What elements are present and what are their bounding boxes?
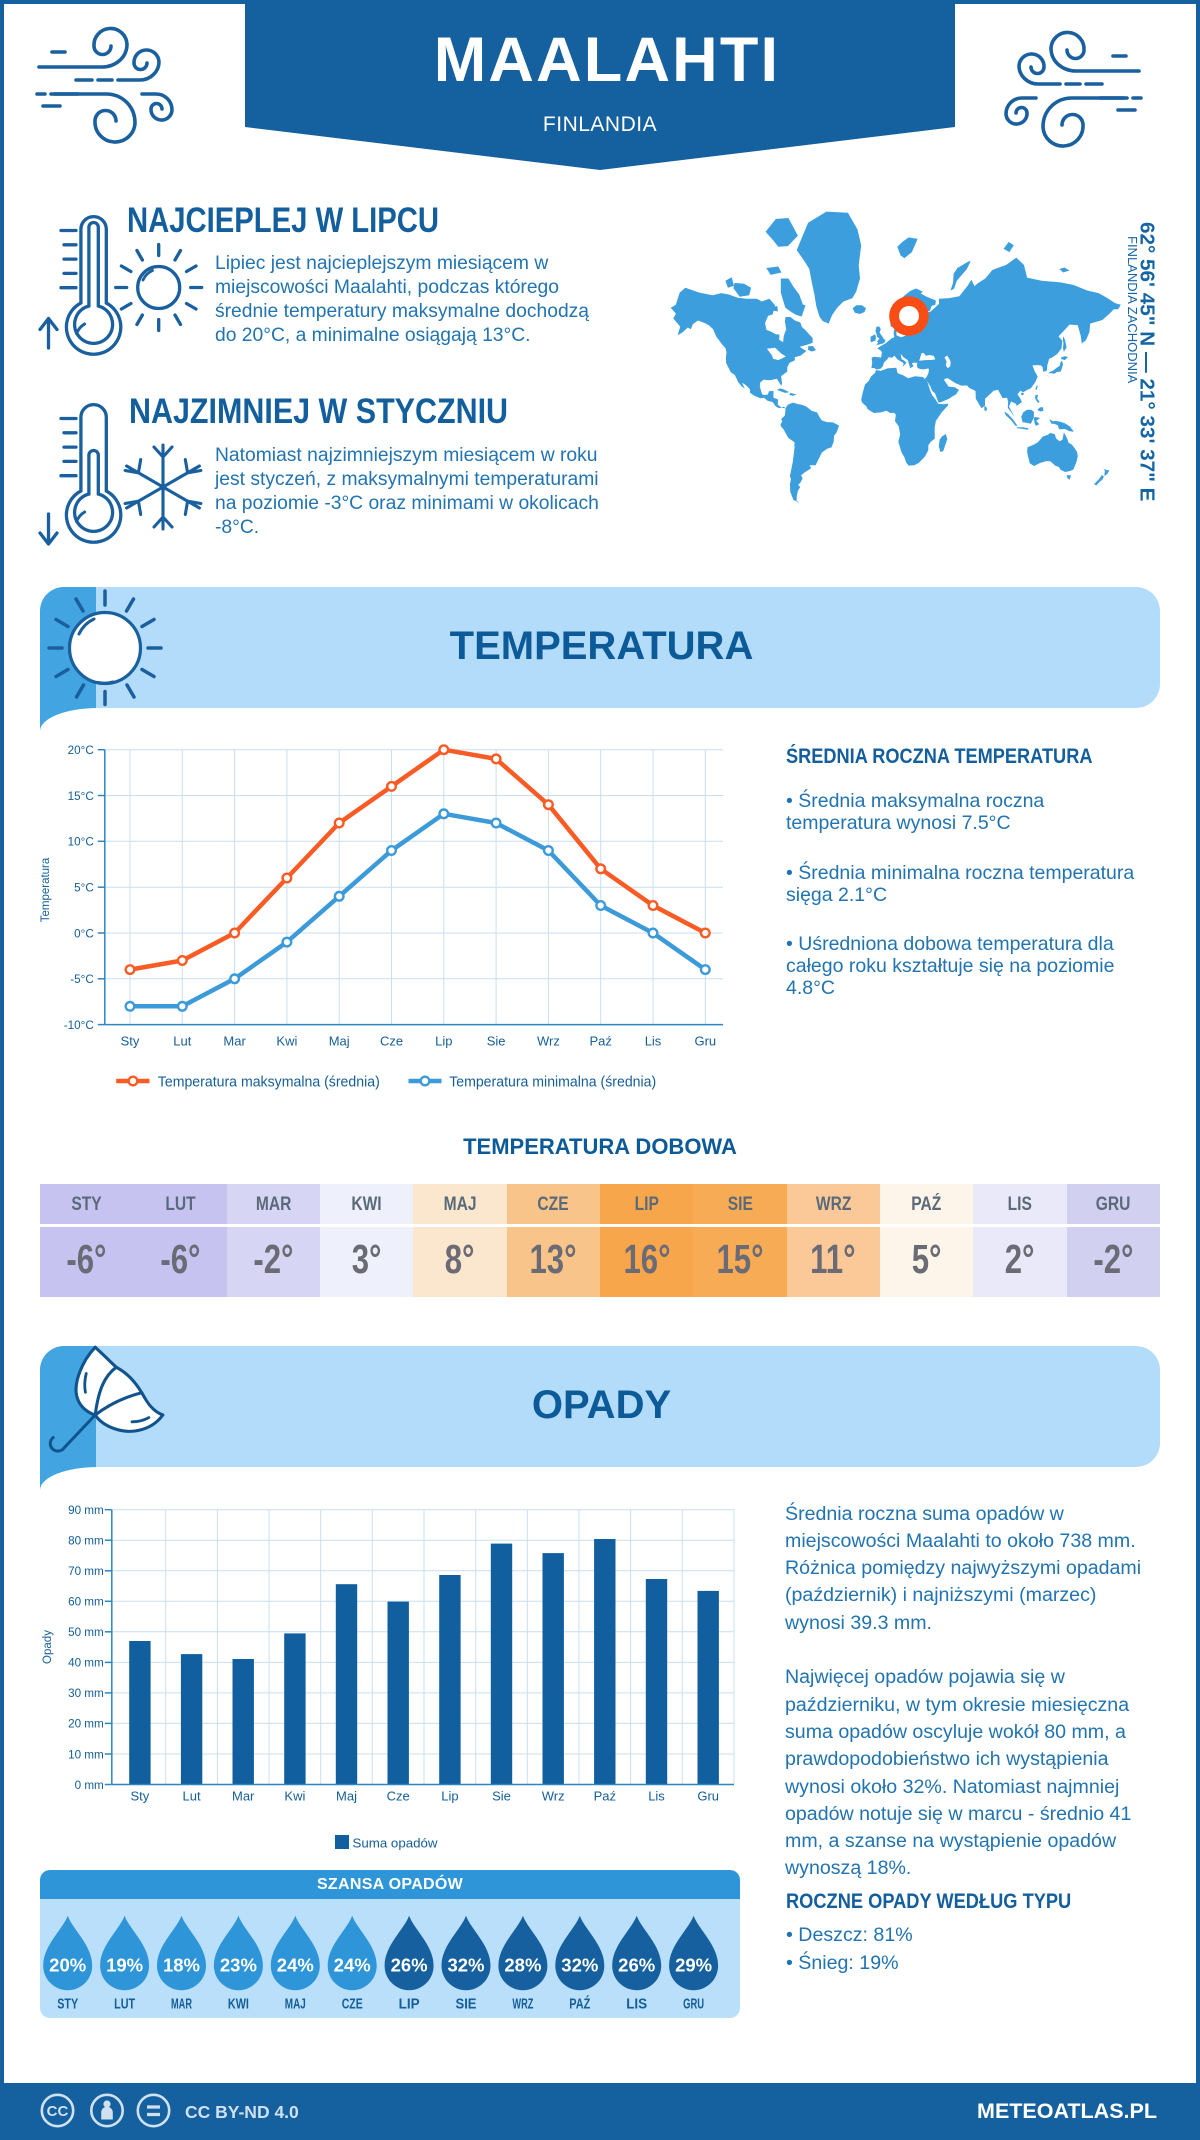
- svg-text:Wrz: Wrz: [537, 1034, 560, 1049]
- svg-text:Opady: Opady: [42, 1630, 54, 1664]
- svg-text:Mar: Mar: [232, 1789, 255, 1804]
- svg-text:Suma opadów: Suma opadów: [353, 1836, 438, 1851]
- svg-text:Lip: Lip: [435, 1034, 452, 1049]
- svg-text:Sie: Sie: [492, 1789, 511, 1804]
- svg-text:MAJ: MAJ: [285, 1997, 306, 2013]
- svg-text:24%: 24%: [334, 1955, 371, 1976]
- svg-text:Gru: Gru: [694, 1034, 716, 1049]
- svg-text:-10°C: -10°C: [64, 1019, 94, 1032]
- svg-text:CC: CC: [47, 2103, 69, 2120]
- svg-text:Temperatura maksymalna (średni: Temperatura maksymalna (średnia): [158, 1075, 380, 1091]
- svg-text:28%: 28%: [504, 1955, 541, 1976]
- svg-text:10°C: 10°C: [68, 836, 94, 849]
- svg-text:10 mm: 10 mm: [68, 1748, 104, 1761]
- svg-text:24%: 24%: [277, 1955, 314, 1976]
- svg-text:70 mm: 70 mm: [68, 1565, 104, 1578]
- svg-text:20%: 20%: [49, 1955, 86, 1976]
- svg-text:90 mm: 90 mm: [68, 1504, 104, 1517]
- svg-text:0°C: 0°C: [74, 927, 94, 940]
- svg-text:32%: 32%: [447, 1955, 484, 1976]
- svg-text:Paź: Paź: [594, 1789, 616, 1804]
- svg-text:Temperatura: Temperatura: [40, 857, 52, 922]
- svg-text:Sty: Sty: [121, 1034, 140, 1049]
- svg-text:23%: 23%: [220, 1955, 257, 1976]
- svg-text:CZE: CZE: [342, 1997, 363, 2013]
- svg-text:Temperatura minimalna (średnia: Temperatura minimalna (średnia): [449, 1075, 656, 1091]
- svg-text:50 mm: 50 mm: [68, 1626, 104, 1639]
- svg-text:5°C: 5°C: [74, 882, 94, 895]
- svg-text:Wrz: Wrz: [542, 1789, 565, 1804]
- svg-text:40 mm: 40 mm: [68, 1657, 104, 1670]
- svg-text:20°C: 20°C: [68, 744, 94, 757]
- svg-text:Mar: Mar: [223, 1034, 246, 1049]
- svg-text:GRU: GRU: [683, 1997, 704, 2013]
- svg-text:SIE: SIE: [456, 1997, 477, 2013]
- svg-text:-5°C: -5°C: [70, 973, 94, 986]
- svg-text:LUT: LUT: [114, 1997, 135, 2013]
- svg-text:Paź: Paź: [589, 1034, 611, 1049]
- svg-text:60 mm: 60 mm: [68, 1596, 104, 1609]
- svg-text:LIS: LIS: [626, 1997, 647, 2013]
- svg-text:20 mm: 20 mm: [68, 1718, 104, 1731]
- svg-text:WRZ: WRZ: [512, 1997, 533, 2013]
- svg-text:Maj: Maj: [336, 1789, 357, 1804]
- svg-text:26%: 26%: [391, 1955, 428, 1976]
- svg-text:19%: 19%: [106, 1955, 143, 1976]
- svg-text:LIP: LIP: [399, 1997, 420, 2013]
- svg-text:18%: 18%: [163, 1955, 200, 1976]
- svg-text:15°C: 15°C: [68, 790, 94, 803]
- svg-text:Lut: Lut: [173, 1034, 191, 1049]
- svg-text:STY: STY: [57, 1997, 78, 2013]
- svg-text:KWI: KWI: [228, 1997, 249, 2013]
- svg-text:Sty: Sty: [131, 1789, 150, 1804]
- svg-text:Gru: Gru: [697, 1789, 719, 1804]
- svg-text:PAŹ: PAŹ: [569, 1996, 590, 2013]
- svg-text:32%: 32%: [561, 1955, 598, 1976]
- svg-text:Lis: Lis: [648, 1789, 665, 1804]
- svg-text:Sie: Sie: [487, 1034, 506, 1049]
- svg-text:29%: 29%: [675, 1955, 712, 1976]
- svg-text:Lip: Lip: [441, 1789, 458, 1804]
- svg-text:Lis: Lis: [645, 1034, 662, 1049]
- svg-text:Kwi: Kwi: [284, 1789, 305, 1804]
- svg-text:26%: 26%: [618, 1955, 655, 1976]
- svg-text:Cze: Cze: [380, 1034, 403, 1049]
- svg-text:30 mm: 30 mm: [68, 1687, 104, 1700]
- svg-text:Lut: Lut: [183, 1789, 201, 1804]
- svg-text:0 mm: 0 mm: [75, 1779, 104, 1792]
- svg-text:Kwi: Kwi: [276, 1034, 297, 1049]
- svg-text:80 mm: 80 mm: [68, 1535, 104, 1548]
- svg-text:Maj: Maj: [329, 1034, 350, 1049]
- svg-text:Cze: Cze: [387, 1789, 410, 1804]
- svg-text:MAR: MAR: [171, 1997, 192, 2013]
